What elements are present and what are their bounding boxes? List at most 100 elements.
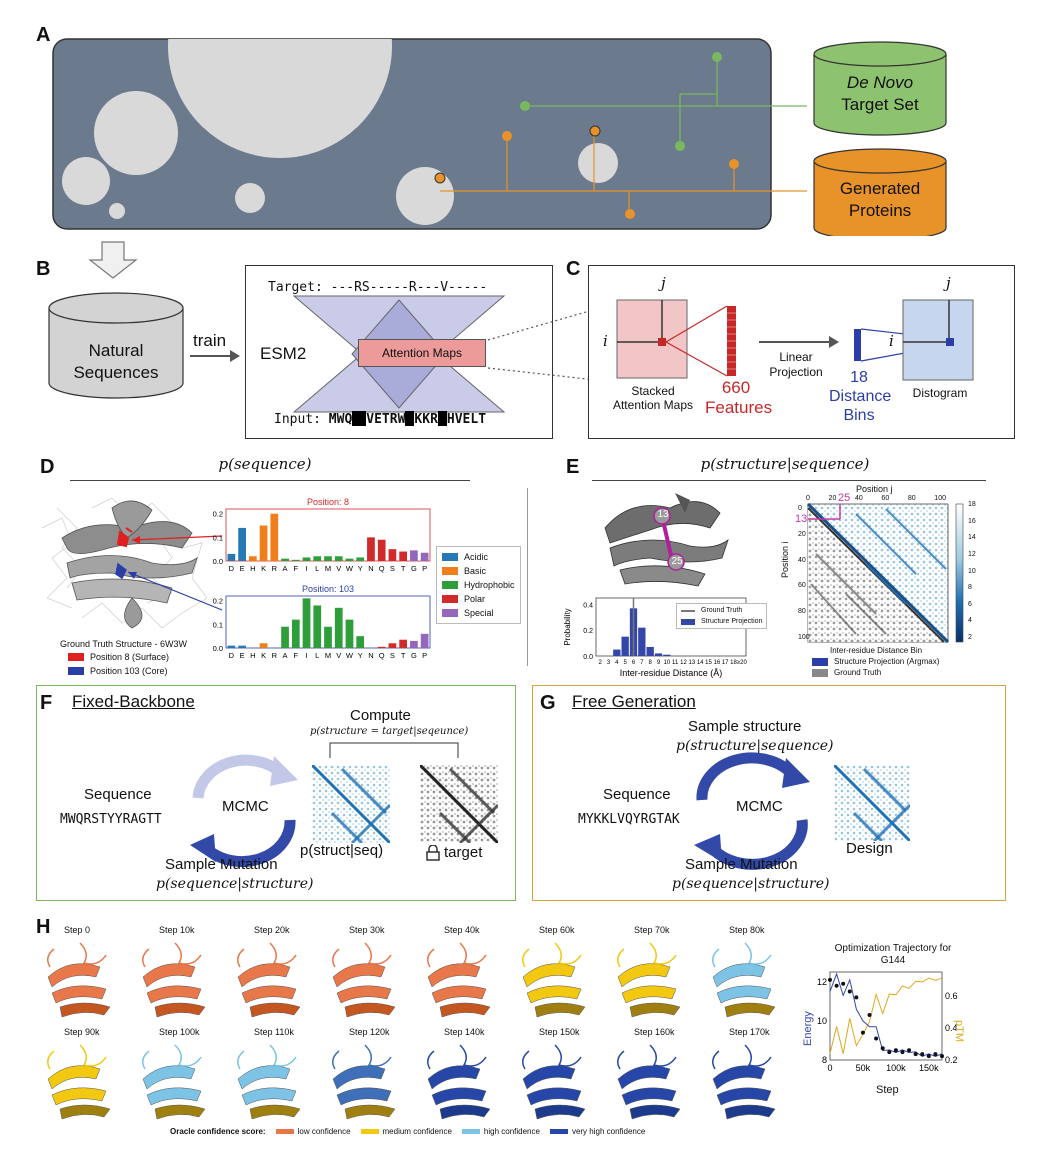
- x-tick-label: 4: [615, 660, 619, 666]
- strand: [47, 1065, 101, 1090]
- distogram-heatmap: [806, 502, 964, 644]
- energy-point: [874, 1036, 879, 1041]
- strand: [332, 1065, 386, 1090]
- y-tick-right: 0.2: [945, 1055, 958, 1065]
- bar: [420, 552, 429, 561]
- x-tick-label: Y: [358, 651, 363, 660]
- protein-structure: [522, 1044, 586, 1120]
- f-sequence: MWQRSTYYRAGTT: [60, 812, 162, 827]
- heat-left-ticks: 0 20 40 60 80 100: [798, 505, 810, 641]
- strand: [241, 985, 297, 1004]
- energy-point: [933, 1052, 938, 1057]
- energy-point: [860, 1030, 865, 1035]
- i-label-2: i: [889, 332, 894, 350]
- f-title: Fixed-Backbone: [72, 692, 195, 711]
- protein-structure: [617, 1044, 681, 1120]
- hist-bar: [654, 653, 663, 656]
- attention-maps-box: Attention Maps: [358, 339, 486, 367]
- strand: [526, 985, 582, 1004]
- green-node: [520, 101, 530, 111]
- step-label: Step 150k: [539, 1027, 580, 1037]
- panel-letter-g: G: [540, 692, 556, 714]
- bar: [420, 633, 429, 648]
- step-label: Step 120k: [349, 1027, 390, 1037]
- panel-c-box: j i Stacked Attention Maps 660 Features L…: [588, 265, 1015, 439]
- step-label: Step 80k: [729, 925, 765, 935]
- right-arrow-icon: [230, 350, 240, 362]
- hist-bar: [646, 646, 654, 656]
- bar: [356, 557, 365, 561]
- protein-structure: [332, 942, 396, 1018]
- energy-point: [867, 1013, 872, 1018]
- esm2-box: Target: ---RS-----R---V----- ESM2 Attent…: [245, 265, 553, 439]
- step-label: Step 170k: [729, 1027, 770, 1037]
- energy-line: [829, 972, 943, 1058]
- colorbar-ticks: 18 16 14 12 10 8 6 4 2: [968, 501, 976, 641]
- strand: [431, 1087, 487, 1106]
- protein-structure: [47, 1044, 111, 1120]
- x-tick-label: L: [315, 564, 319, 573]
- y-tick-label: 0.0: [213, 557, 223, 566]
- step-axis-label: Step: [876, 1084, 899, 1096]
- loop: [47, 942, 107, 968]
- energy-point: [900, 1050, 905, 1055]
- energy-point: [880, 1046, 885, 1051]
- strand: [522, 963, 576, 988]
- strand: [534, 1104, 586, 1120]
- g-sequence: MYKKLVQYRGTAK: [578, 812, 680, 827]
- e-title-rule: [592, 480, 986, 481]
- x-tick-label: 17: [722, 660, 729, 666]
- x-tick-label: I: [305, 651, 307, 660]
- bar: [238, 645, 246, 648]
- position-j-label: Position j: [856, 484, 893, 494]
- strand: [59, 1002, 111, 1018]
- i-label: i: [603, 332, 608, 350]
- x-tick-label: E: [240, 651, 245, 660]
- strand: [621, 985, 677, 1004]
- loop: [237, 942, 297, 968]
- x-tick-label: W: [346, 651, 354, 660]
- x-tick-label: G: [411, 564, 417, 573]
- strand: [249, 1104, 301, 1120]
- ptm-axis-label: pTM: [953, 1020, 965, 1042]
- x-tick-label: 12: [680, 660, 687, 666]
- strand: [716, 1087, 772, 1106]
- strand: [629, 1104, 681, 1120]
- protein-structure: [237, 942, 301, 1018]
- x-tick-label: H: [250, 564, 255, 573]
- strand: [344, 1002, 396, 1018]
- x-tick-label: 6: [632, 660, 636, 666]
- bar: [367, 537, 375, 561]
- energy-point: [841, 981, 846, 986]
- strand: [249, 1002, 301, 1018]
- g-sample-structure: Sample structure: [688, 718, 802, 735]
- bar: [388, 549, 397, 561]
- protein-structure: [47, 942, 111, 1018]
- x-tick-label: N: [368, 564, 373, 573]
- x-tick-label: K: [261, 651, 266, 660]
- bar: [281, 626, 289, 648]
- x-tick-label: T: [401, 564, 406, 573]
- panel-letter-a: A: [36, 24, 51, 46]
- x-tick-label: 100k: [886, 1063, 906, 1073]
- loop: [427, 1044, 487, 1070]
- loop: [142, 1044, 202, 1070]
- step-label: Step 40k: [444, 925, 480, 935]
- f-target-label: target: [444, 844, 483, 861]
- x-tick-label: 18: [730, 660, 737, 666]
- strand: [724, 1104, 776, 1120]
- bar: [356, 636, 365, 648]
- x-tick-label: Q: [379, 564, 385, 573]
- target-sequence: Target: ---RS-----R---V-----: [268, 280, 488, 295]
- protein-structure: [712, 1044, 776, 1120]
- f-formula: p(sequence|structure): [156, 876, 314, 892]
- g-sample-mutation: Sample Mutation: [685, 856, 798, 873]
- j-label: j: [661, 274, 666, 292]
- x-tick-label: 16: [713, 660, 720, 666]
- protein-structure: [617, 942, 681, 1018]
- ground-truth-caption: Ground Truth Structure - 6W3W: [60, 639, 188, 649]
- x-tick-label: P: [422, 564, 427, 573]
- g-design-map: [834, 765, 910, 841]
- g-mcmc-label: MCMC: [736, 798, 783, 815]
- y-tick-label: 0.2: [213, 510, 223, 519]
